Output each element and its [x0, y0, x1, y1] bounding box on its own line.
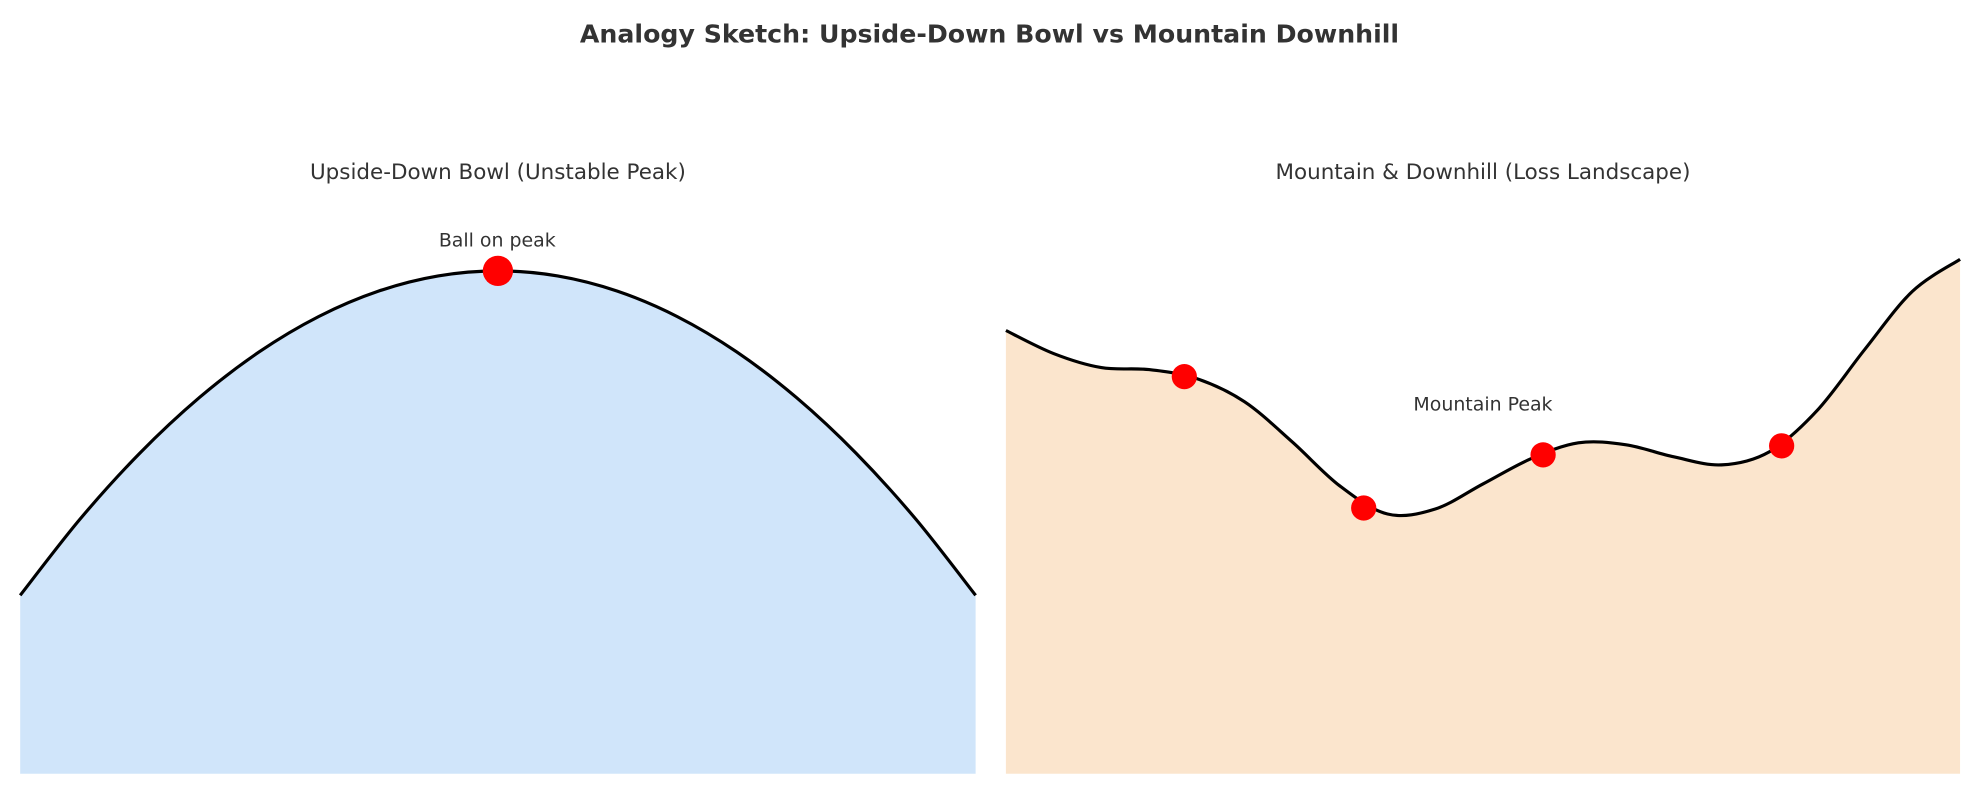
annotation: Mountain Peak — [1413, 394, 1552, 416]
ball — [1769, 433, 1795, 459]
area-fill — [20, 270, 976, 774]
ball — [482, 255, 514, 287]
annotation: Ball on peak — [439, 230, 556, 252]
panel-title: Mountain & Downhill (Loss Landscape) — [1276, 160, 1691, 185]
curve — [1005, 257, 1961, 518]
ball — [1171, 364, 1197, 390]
ball — [1351, 495, 1377, 521]
ball — [1530, 442, 1556, 468]
panel-title: Upside-Down Bowl (Unstable Peak) — [310, 160, 686, 185]
figure-title: Analogy Sketch: Upside-Down Bowl vs Moun… — [580, 19, 1399, 48]
area-fill — [1005, 259, 1961, 774]
